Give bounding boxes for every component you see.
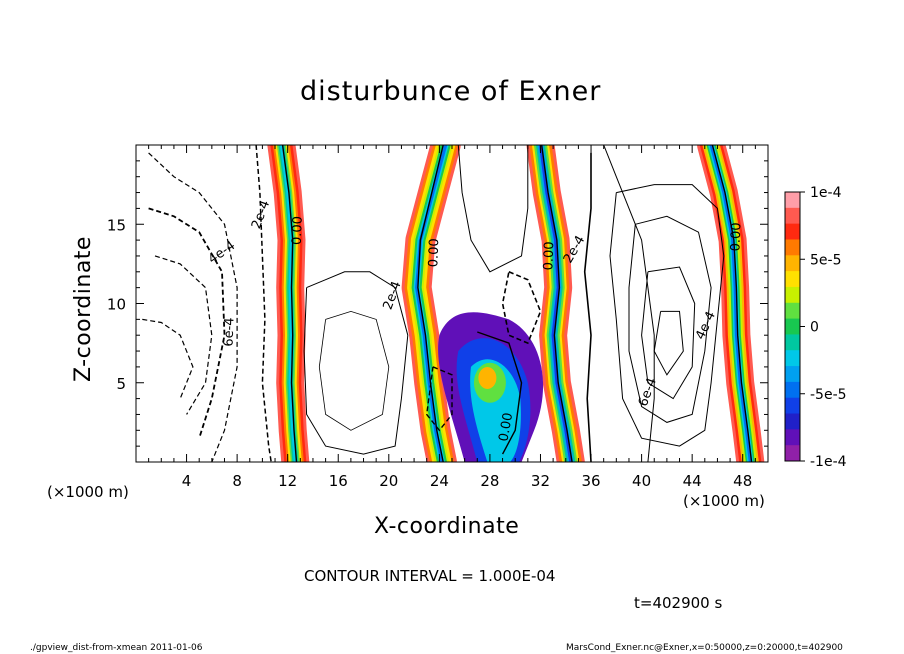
colorbar-swatch (785, 271, 800, 288)
y-axis: 5 10 15 (107, 144, 768, 463)
contour-label: 0.00 (541, 241, 557, 270)
x-tick-label: 32 (531, 472, 550, 490)
colorbar: 1e-4 5e-5 0 -5e-5 -1e-4 (784, 185, 847, 470)
x-tick-label: 24 (430, 472, 449, 490)
contour-neg-7 (425, 366, 453, 432)
x-tick-label: 20 (379, 472, 398, 490)
contour-neg-4 (142, 318, 194, 399)
colorbar-swatch (785, 366, 800, 383)
colorbar-swatch (785, 239, 800, 256)
contour-pos-4 (641, 266, 696, 400)
colorbar-swatch (785, 413, 800, 430)
colorbar-tick-label: 5e-5 (810, 252, 841, 268)
x-unit-label-left: (×1000 m) (47, 483, 129, 501)
x-tick-label: 44 (683, 472, 702, 490)
contour-zero-2 (417, 145, 444, 462)
band-33-6 (539, 145, 573, 462)
contour-pos-5 (653, 310, 684, 376)
warm-core-2 (478, 366, 497, 389)
contour-neg-1 (148, 152, 238, 462)
contour-label: 2e-4 (381, 279, 405, 312)
contour-label: 6e-4 (636, 376, 660, 409)
contour-label: 6e-4 (222, 317, 238, 347)
footer-left: ./gpview_dist-from-xmean 2011-01-06 (30, 643, 203, 653)
x-tick-label: 36 (581, 472, 600, 490)
contour-label: 0.00 (426, 238, 442, 267)
colorbar-tick-label: 1e-4 (810, 185, 842, 201)
x-axis-label: X-coordinate (374, 514, 520, 539)
contour-pos-9 (457, 145, 529, 273)
contour-neg-2 (148, 207, 226, 439)
contour-pos-6 (583, 152, 592, 462)
contour-interval-text: CONTOUR INTERVAL = 1.000E-04 (304, 567, 556, 585)
colorbar-swatch (785, 429, 800, 446)
colorbar-swatch (785, 223, 800, 240)
x-unit-label-right: (×1000 m) (683, 492, 765, 510)
x-tick-label: 4 (182, 472, 192, 490)
band-12-6 (279, 145, 297, 462)
colorbar-tick-label: -5e-5 (810, 387, 847, 403)
colorbar-swatch (785, 318, 800, 335)
colorbar-swatch (785, 286, 800, 304)
contour-pos-8 (318, 310, 390, 431)
colorbar-swatch (785, 381, 800, 399)
colorbar-swatch (785, 207, 800, 225)
colorbar-tick-label: -1e-4 (810, 454, 847, 470)
colorbar-swatch (785, 334, 800, 351)
contour-label: 0.00 (290, 216, 306, 245)
y-tick-label: 10 (107, 296, 126, 314)
contour-label: 2e-4 (249, 198, 273, 231)
colorbar-swatch (785, 445, 800, 462)
footer-right: MarsCond_Exner.nc@Exner,x=0:50000,z=0:20… (566, 643, 843, 653)
contour-label: 4e-4 (206, 238, 239, 267)
contour-zero-3 (541, 145, 573, 462)
colorbar-tick-label: 0 (810, 320, 819, 336)
contour-neg-3 (154, 255, 213, 415)
contour-pos-1 (603, 145, 655, 462)
colorbar-swatch (785, 302, 800, 320)
colorbar-swatch (785, 192, 800, 209)
y-tick-label: 15 (107, 216, 126, 234)
y-axis-label: Z-coordinate (71, 236, 96, 382)
time-text: t=402900 s (634, 594, 723, 612)
x-tick-label: 12 (278, 472, 297, 490)
x-tick-label: 28 (480, 472, 499, 490)
x-tick-label: 16 (329, 472, 348, 490)
contour-neg-5 (255, 145, 272, 462)
colorbar-swatch (785, 397, 800, 415)
x-axis: 4 8 12 16 20 24 28 32 36 40 44 48 (135, 145, 769, 490)
contour-pos-2 (609, 184, 725, 447)
y-tick-label: 5 (116, 375, 126, 393)
contour-label: 0.00 (496, 412, 516, 443)
contour-pos-3 (628, 215, 712, 423)
contour-label: 0.00 (728, 222, 744, 251)
x-tick-label: 48 (733, 472, 752, 490)
contour-zero-1 (281, 145, 298, 462)
contour-zero-5 (477, 331, 523, 455)
field-layer: 2e-44e-46e-40.000.002e-40.000.002e-44e-4… (142, 145, 765, 462)
contour-neg-6 (501, 271, 542, 345)
x-tick-label: 8 (232, 472, 242, 490)
band-23-6 (415, 145, 448, 462)
contour-pos-7 (303, 271, 409, 455)
x-tick-label: 40 (632, 472, 651, 490)
chart-title: disturbunce of Exner (300, 76, 602, 107)
contour-zero-4 (711, 145, 753, 462)
colorbar-swatch (785, 350, 800, 367)
colorbar-swatch (785, 255, 800, 272)
band-47-6 (709, 145, 752, 462)
